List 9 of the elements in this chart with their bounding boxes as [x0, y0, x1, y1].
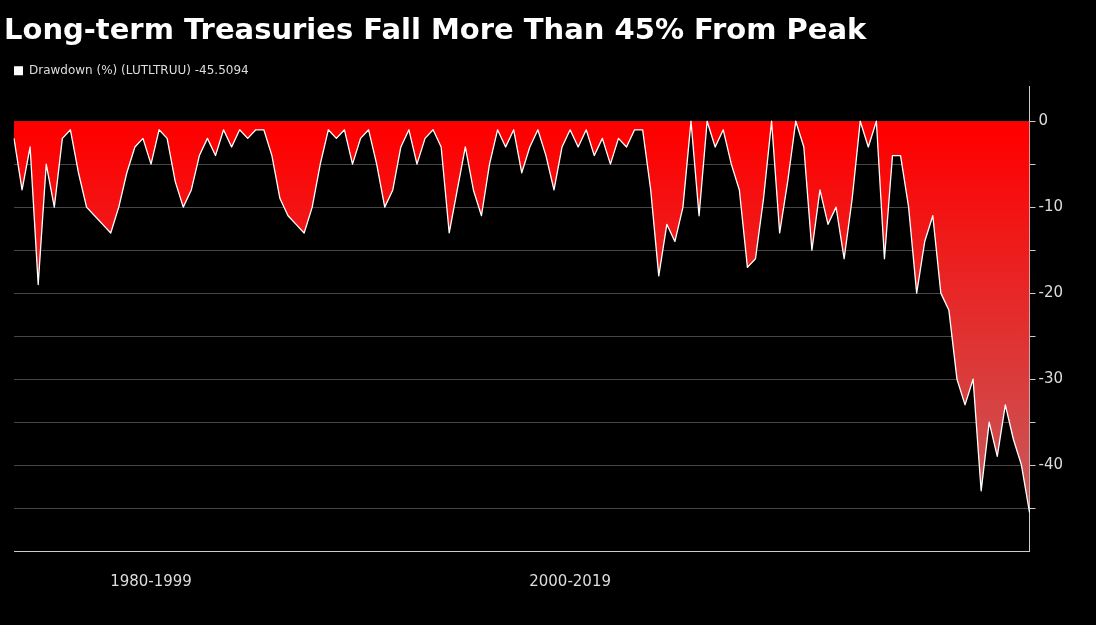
x-tick-label: 2000-2019 — [529, 571, 611, 590]
y-tick-label: 0 — [1038, 111, 1049, 130]
x-tick-label: 1980-1999 — [110, 571, 192, 590]
y-tick-label: -10 — [1038, 197, 1063, 216]
chart-title: Long-term Treasuries Fall More Than 45% From Peak — [4, 11, 868, 46]
y-tick-label: -40 — [1038, 454, 1063, 473]
y-tick-label: -30 — [1038, 368, 1063, 387]
legend-label: Drawdown (%) (LUTLTRUU) -45.5094 — [29, 62, 249, 77]
y-tick-label: -20 — [1038, 283, 1063, 301]
